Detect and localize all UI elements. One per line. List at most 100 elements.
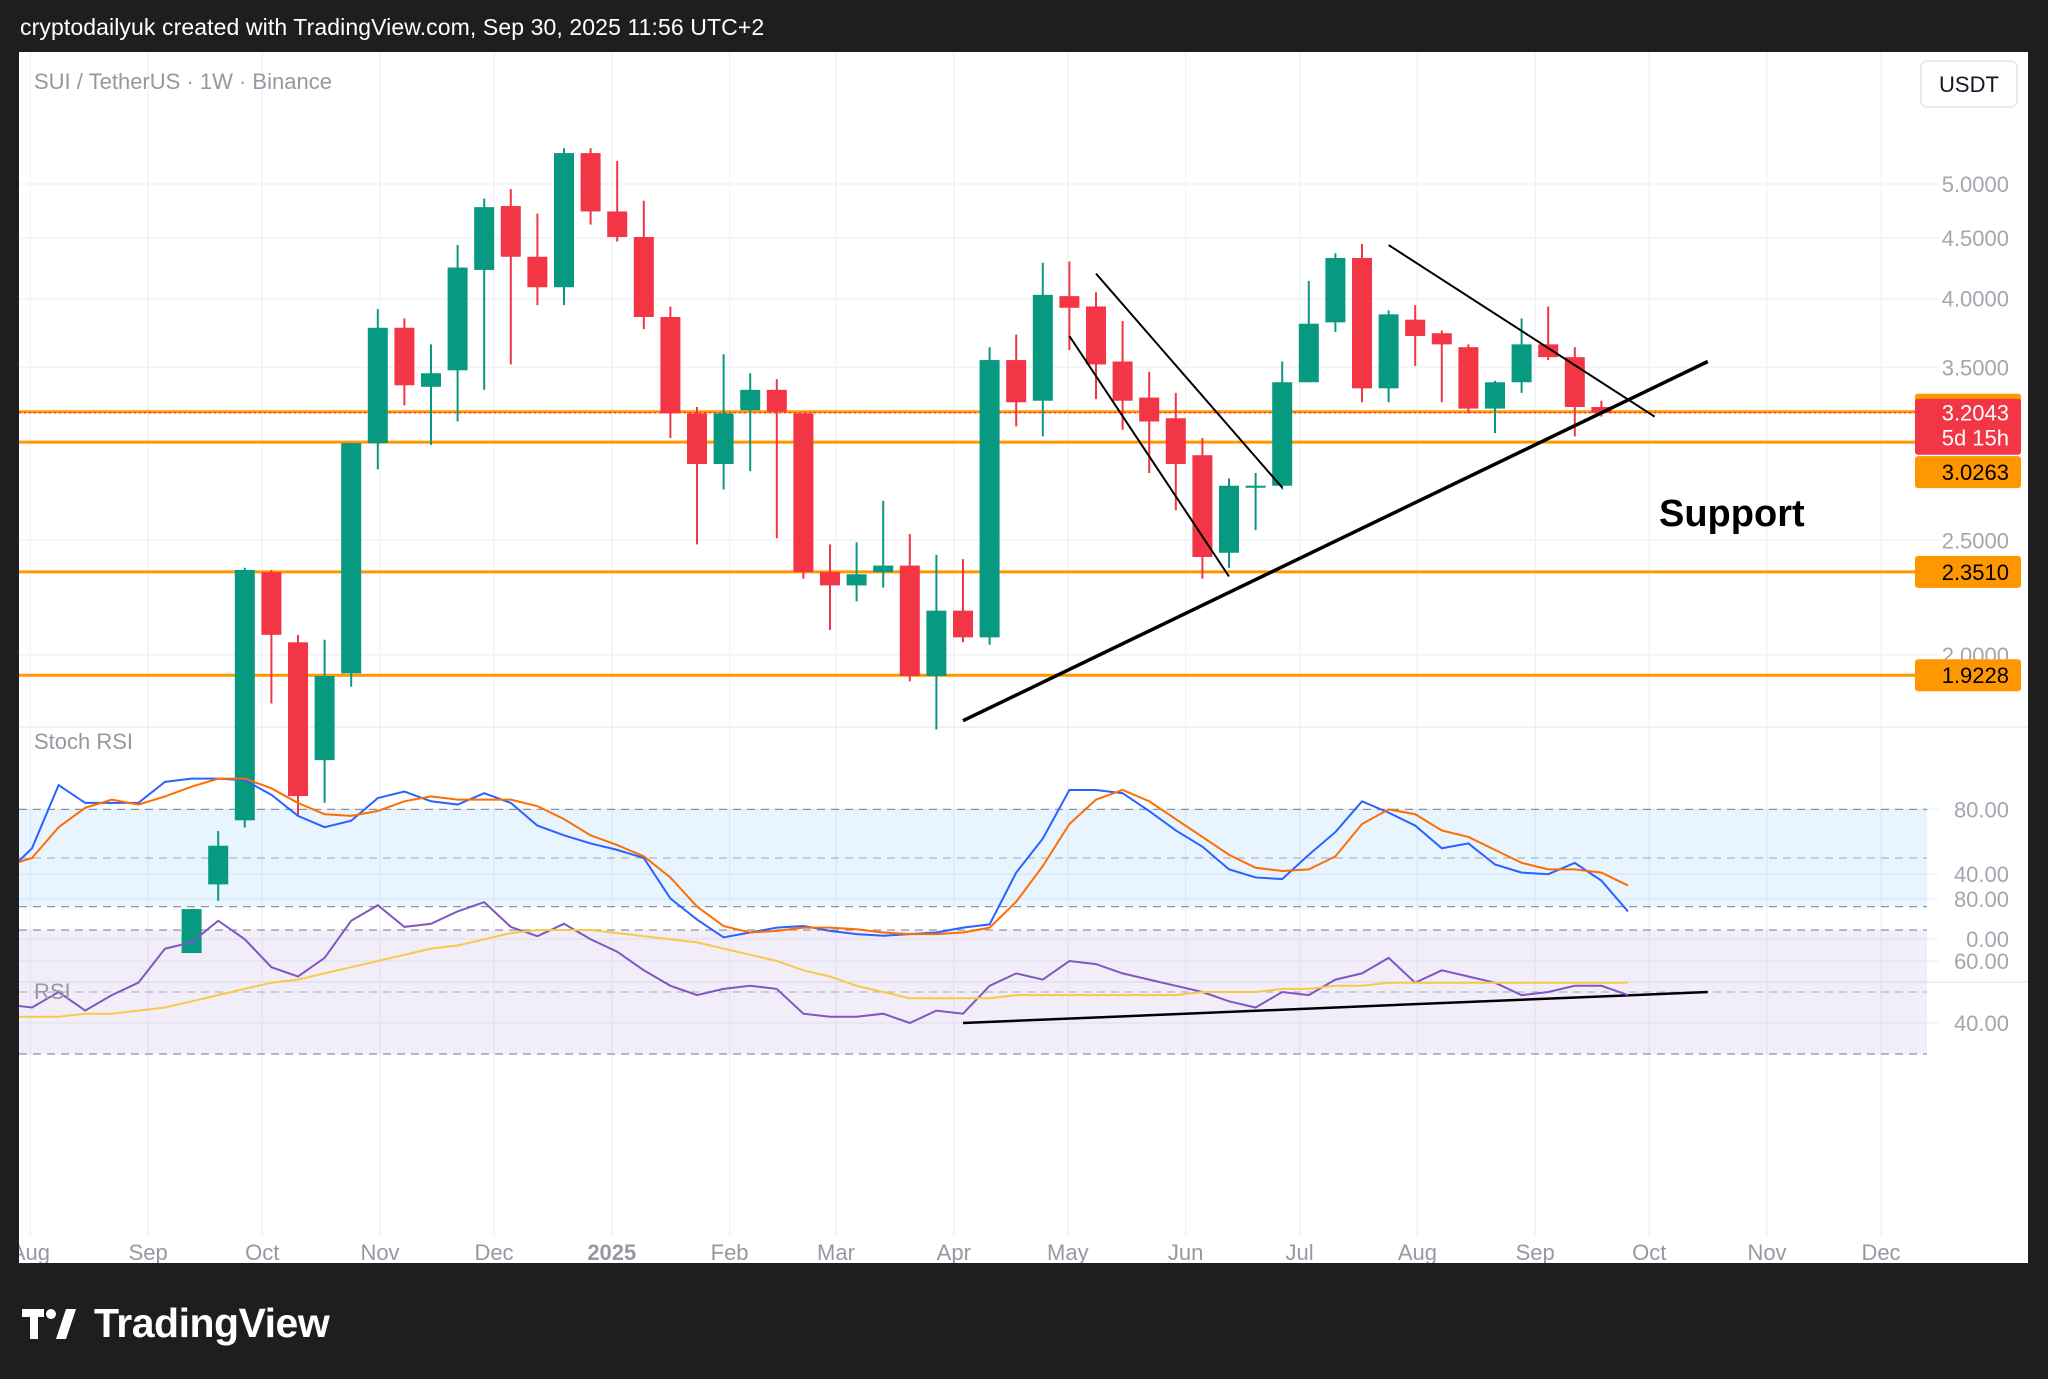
rsi-tick: 60.00 [1954,949,2009,974]
candle [1325,253,1346,332]
candle [421,344,441,445]
brand-name: TradingView [94,1300,330,1346]
candle-body [1165,418,1186,465]
candle [740,373,761,472]
candle-body [687,413,707,465]
candle-body [766,389,787,412]
candle-body [1192,455,1213,558]
labels: SUI / TetherUS · 1W · Binance Stoch RSI RS… [34,60,2021,1004]
candle-body [1485,382,1505,409]
candle [926,554,947,730]
tradingview-brand[interactable]: TradingView [22,1300,330,1347]
candle [474,198,495,390]
price-axis: Aug Sep Oct Nov Dec 2025 Feb Mar Apr May Jun Jul Aug… [19,172,2009,1263]
rsi-ma-line [19,929,1628,1018]
candle [1352,243,1372,403]
candle [899,534,920,682]
x-tick-label: Sep [129,1240,168,1263]
x-tick-label: May [1047,1240,1089,1263]
candle [580,148,601,225]
candle [234,567,255,828]
x-tick-label: Dec [1861,1240,1900,1263]
candle-body [1378,314,1399,389]
x-tick-label: Mar [817,1240,855,1263]
candle-body [1591,407,1612,413]
candle [1378,310,1399,403]
candle-body [288,642,308,797]
candle-body [314,675,335,761]
stoch-rsi-title: Stoch RSI [34,729,133,754]
candle [793,413,814,579]
candle-body [1511,344,1532,383]
candle-body [181,909,202,954]
candle [979,347,1000,645]
x-tick-label: Jul [1286,1240,1314,1263]
level-tag: 2.3510 [1942,560,2009,585]
candle [288,634,308,817]
candle-body [793,413,814,573]
candle [394,318,415,406]
candle [846,542,867,602]
level-tag: 1.9228 [1942,663,2009,688]
tradingview-logo-icon [22,1308,76,1339]
chart-svg[interactable]: Aug Sep Oct Nov Dec 2025 Feb Mar Apr May Jun Jul Aug… [19,52,2028,1263]
indicator-bands [19,808,1927,1055]
candle [953,559,973,643]
candle [1165,392,1186,511]
level-tag-bg [1915,555,2021,588]
rsi-trendline [962,990,1708,1025]
candle [1059,261,1080,351]
y-tick-label: 4.0000 [1942,287,2009,312]
trendline-downtrend-1 [1095,272,1283,489]
candle-body [1112,361,1133,401]
y-tick-label: 4.5000 [1942,226,2009,251]
candle [820,544,840,630]
chart-frame[interactable]: Aug Sep Oct Nov Dec 2025 Feb Mar Apr May Jun Jul Aug… [19,52,2028,1263]
x-tick-label: Oct [245,1240,279,1263]
trendline-ascending-support [962,359,1709,723]
currency-button[interactable]: USDT [1920,60,2018,108]
level-tag-bg [1915,659,2021,692]
y-tick-label: 3.5000 [1942,355,2009,380]
candle-body [234,569,255,821]
candle-body [1538,344,1559,358]
candle [687,407,707,545]
currency-button-bg [1920,60,2018,108]
candle-body [208,845,229,885]
last-price-tag-bg [1915,398,2021,455]
candle [1112,321,1133,430]
candle [1538,306,1559,361]
rsi-tick: 80.00 [1954,887,2009,912]
candle-body [820,572,840,586]
candle-body [1325,257,1346,323]
rsi-title: RSI [34,979,71,1004]
candle-body [474,207,495,270]
x-tick-label: Nov [1747,1240,1786,1263]
x-tick-label: Sep [1516,1240,1555,1263]
candle [633,200,654,330]
candle [1219,478,1239,568]
candle [500,189,521,365]
trendline-downtrend-2 [1068,335,1230,578]
author-line: cryptodailyuk created with TradingView.c… [20,14,765,40]
candle-body [447,267,468,371]
trendline-downtrend-3 [1388,244,1656,418]
candle [873,500,894,588]
candle [1511,318,1532,393]
candle-body [1059,296,1080,308]
candle-body [846,574,867,586]
grid [19,52,2028,1237]
candle-body [1405,319,1426,337]
x-tick-label: 2025 [587,1240,636,1263]
candle-body [1458,347,1479,409]
rsi-line [19,900,1629,1025]
candle [261,569,282,704]
trendlines [962,244,1709,1025]
candle-body [527,256,548,288]
candle-body [633,237,654,318]
candle-body [660,317,681,414]
candle [554,148,574,306]
last-price-tag: 3.2043 [1942,401,2009,426]
candle [1564,347,1585,437]
candle [1431,330,1452,403]
